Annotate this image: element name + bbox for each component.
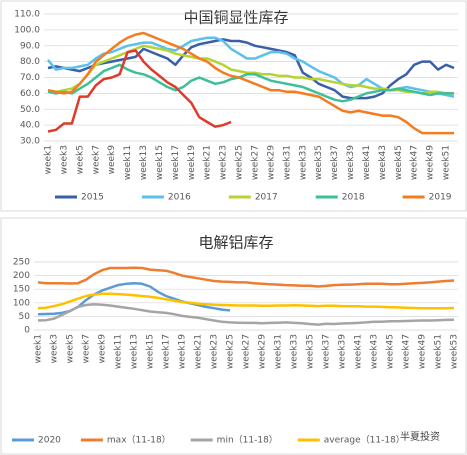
x-tick-label: week49 <box>418 334 428 369</box>
x-tick-label: week45 <box>386 334 396 369</box>
legend-label: 2016 <box>168 193 191 203</box>
x-tick-label: week3 <box>59 145 69 174</box>
x-tick-label: week31 <box>274 334 284 369</box>
x-tick-label: week1 <box>43 145 53 174</box>
x-tick-label: week43 <box>378 145 388 180</box>
x-tick-label: week47 <box>410 145 420 180</box>
x-tick-label: week51 <box>434 334 444 369</box>
legend-label: 2020 <box>38 436 61 446</box>
x-tick-label: week21 <box>194 334 204 369</box>
y-tick-label: 60.0 <box>20 89 40 99</box>
x-tick-label: week23 <box>219 145 229 180</box>
x-tick-label: week13 <box>130 334 140 369</box>
x-tick-label: week7 <box>82 334 92 363</box>
x-tick-label: week17 <box>162 334 172 369</box>
y-tick-label: 200 <box>13 271 30 281</box>
x-tick-label: week41 <box>354 334 364 369</box>
y-tick-label: 110.0 <box>14 10 40 20</box>
x-tick-label: week23 <box>210 334 220 369</box>
legend-label: 2015 <box>81 193 104 203</box>
legend-label: average（11-18） <box>324 435 405 446</box>
y-tick-label: 30.0 <box>20 137 40 147</box>
series-line <box>37 302 455 326</box>
x-tick-label: week17 <box>171 145 181 180</box>
watermark: 半夏投资 <box>400 430 440 443</box>
y-tick-label: 250 <box>13 258 30 268</box>
chart-frame <box>0 217 467 455</box>
x-tick-label: week45 <box>394 145 404 180</box>
x-tick-label: week39 <box>338 334 348 369</box>
x-tick-label: week15 <box>146 334 156 369</box>
x-tick-label: week37 <box>322 334 332 369</box>
x-tick-label: week1 <box>34 334 44 363</box>
x-tick-label: week25 <box>226 334 236 369</box>
x-tick-label: week19 <box>178 334 188 369</box>
chart-title: 电解铝库存 <box>198 234 273 252</box>
series-line <box>37 292 455 310</box>
x-tick-label: week29 <box>266 145 276 180</box>
y-tick-label: 150 <box>13 285 30 295</box>
x-tick-label: week3 <box>50 334 60 363</box>
x-tick-label: week5 <box>66 334 76 363</box>
x-tick-label: week15 <box>155 145 165 180</box>
x-tick-label: week39 <box>346 145 356 180</box>
y-tick-label: 50.0 <box>20 105 40 115</box>
x-tick-label: week47 <box>402 334 412 369</box>
x-tick-label: week33 <box>290 334 300 369</box>
legend-label: 2018 <box>342 193 365 203</box>
x-tick-label: week11 <box>114 334 124 369</box>
x-tick-label: week51 <box>442 145 452 180</box>
x-tick-label: week19 <box>187 145 197 180</box>
y-tick-label: 80.0 <box>20 57 40 67</box>
x-tick-label: week43 <box>370 334 380 369</box>
x-tick-label: week35 <box>314 145 324 180</box>
series-line <box>47 49 232 133</box>
y-tick-label: 40.0 <box>20 121 40 131</box>
legend-label: 2017 <box>255 193 278 203</box>
x-tick-label: week9 <box>98 334 108 364</box>
x-tick-label: week37 <box>330 145 340 180</box>
y-tick-label: 0 <box>24 326 30 336</box>
x-tick-label: week9 <box>107 145 117 175</box>
x-tick-label: week31 <box>282 145 292 180</box>
y-tick-label: 100 <box>13 298 30 308</box>
legend-label: min（11-18） <box>217 435 278 446</box>
x-tick-label: week13 <box>139 145 149 180</box>
x-tick-label: week7 <box>91 145 101 174</box>
x-tick-label: week27 <box>250 145 260 180</box>
x-tick-label: week35 <box>306 334 316 369</box>
series-line <box>47 63 454 103</box>
y-tick-label: 90.0 <box>20 41 40 51</box>
x-tick-label: week29 <box>258 334 268 369</box>
x-tick-label: week21 <box>203 145 213 180</box>
y-tick-label: 70.0 <box>20 73 40 83</box>
series-line <box>47 31 454 135</box>
y-tick-label: 100.0 <box>14 25 40 35</box>
legend-label: 2019 <box>429 193 452 203</box>
x-tick-label: week27 <box>242 334 252 369</box>
legend-label: max（11-18） <box>107 435 171 446</box>
series-line <box>37 266 455 288</box>
x-tick-label: week53 <box>450 334 460 369</box>
y-tick-label: 50 <box>19 312 31 322</box>
x-tick-label: week11 <box>123 145 133 180</box>
x-tick-label: week49 <box>426 145 436 180</box>
x-tick-label: week33 <box>298 145 308 180</box>
chart-title: 中国铜显性库存 <box>183 9 288 27</box>
x-tick-label: week25 <box>235 145 245 180</box>
series-line <box>47 36 455 98</box>
x-tick-label: week5 <box>75 145 85 174</box>
x-tick-label: week41 <box>362 145 372 180</box>
chart-frame <box>0 0 467 212</box>
